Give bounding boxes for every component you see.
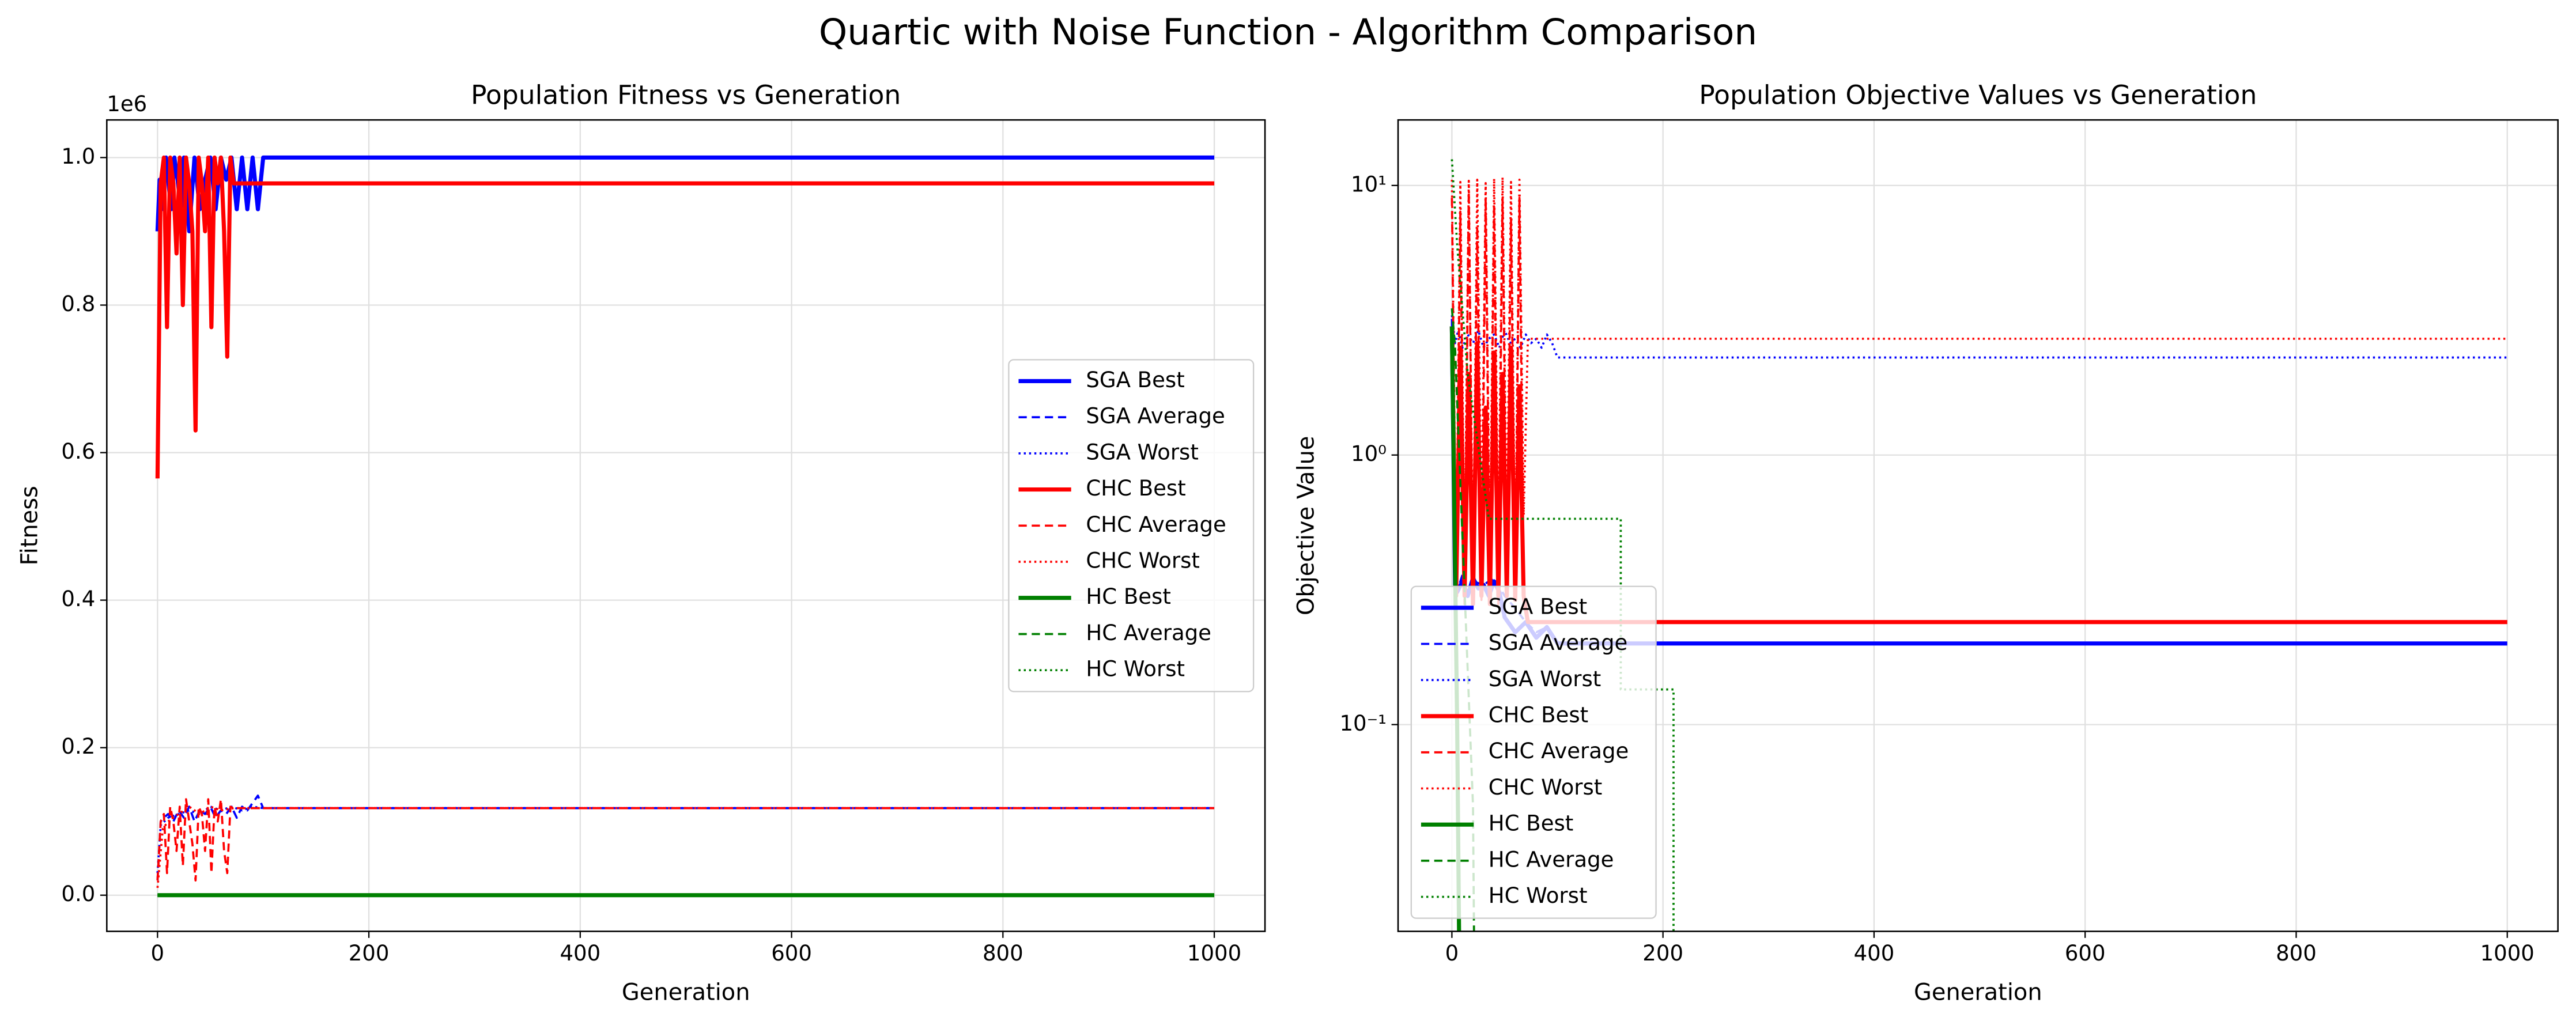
legend-label: CHC Best [1086, 476, 1185, 501]
legend-label: CHC Worst [1489, 775, 1603, 800]
y-tick-label: 10⁻¹ [1339, 711, 1387, 736]
x-axis-label: Generation [622, 979, 750, 1005]
legend-label: HC Best [1489, 811, 1574, 836]
y-offset-label: 1e6 [107, 92, 147, 116]
x-tick-label: 1000 [1187, 941, 1241, 966]
y-tick-label: 10¹ [1351, 172, 1387, 196]
x-tick-label: 600 [771, 941, 812, 966]
legend-label: HC Average [1086, 621, 1211, 645]
legend-label: HC Best [1086, 584, 1171, 609]
legend-label: SGA Best [1489, 594, 1587, 619]
series-line [1451, 176, 2507, 579]
series-line [156, 805, 1215, 873]
x-tick-label: 800 [983, 941, 1023, 966]
legend-label: HC Worst [1086, 657, 1185, 682]
series-line [1451, 315, 2507, 359]
x-tick-label: 400 [560, 941, 600, 966]
y-tick-label: 10⁰ [1351, 441, 1387, 466]
legend-label: SGA Average [1086, 404, 1225, 429]
legend-label: HC Average [1489, 847, 1614, 872]
legend-box [1410, 585, 1657, 919]
y-tick-label: 0.0 [61, 882, 95, 906]
legend-label: SGA Best [1086, 368, 1184, 392]
legend-label: CHC Worst [1086, 549, 1200, 573]
series-line [156, 805, 1215, 888]
axes-frame [1397, 119, 2559, 932]
y-tick-label: 0.2 [61, 734, 95, 759]
axes-title: Population Fitness vs Generation [471, 80, 901, 111]
x-tick-label: 400 [1854, 941, 1895, 966]
series-line [156, 798, 1215, 882]
legend: SGA Best SGA Average SGA Worst CHC Best CHC … [1410, 585, 1657, 919]
y-tick-label: 0.6 [61, 439, 95, 464]
legend-label: SGA Average [1489, 630, 1627, 655]
x-axis-label: Generation [1914, 979, 2042, 1005]
x-tick-label: 0 [151, 941, 165, 966]
legend-label: CHC Best [1489, 702, 1588, 727]
x-tick-label: 1000 [2480, 941, 2535, 966]
legend-label: CHC Average [1086, 512, 1226, 537]
axes-frame [106, 119, 1266, 932]
legend-label: CHC Average [1489, 739, 1629, 763]
series-line [1451, 308, 1475, 932]
x-tick-label: 600 [2065, 941, 2106, 966]
y-tick-label: 0.8 [61, 292, 95, 316]
y-axis-label: Fitness [17, 486, 43, 565]
y-tick-label: 1.0 [61, 144, 95, 169]
x-tick-label: 800 [2276, 941, 2317, 966]
series-line [155, 155, 1215, 479]
legend-box [1008, 359, 1255, 693]
x-tick-label: 0 [1445, 941, 1459, 966]
figure-title: Quartic with Noise Function - Algorithm … [819, 11, 1757, 53]
y-axis-label: Objective Value [1293, 436, 1320, 616]
legend-label: SGA Worst [1489, 667, 1601, 691]
axes-title: Population Objective Values vs Generatio… [1699, 80, 2257, 111]
axes: 0 200 400 600 800 1000 0.0 0.2 0.4 0.6 0.8 1.0 Popul… [17, 80, 1266, 1005]
axes: 0 200 400 600 800 1000 10⁻¹ 10⁰ 10¹ Population Ob… [1293, 80, 2559, 1005]
legend: SGA Best SGA Average SGA Worst CHC Best CHC … [1008, 359, 1255, 693]
legend-label: SGA Worst [1086, 440, 1199, 464]
x-tick-label: 200 [1642, 941, 1683, 966]
legend-label: HC Worst [1489, 883, 1588, 908]
y-tick-label: 0.4 [61, 587, 95, 611]
x-tick-label: 200 [349, 941, 390, 966]
